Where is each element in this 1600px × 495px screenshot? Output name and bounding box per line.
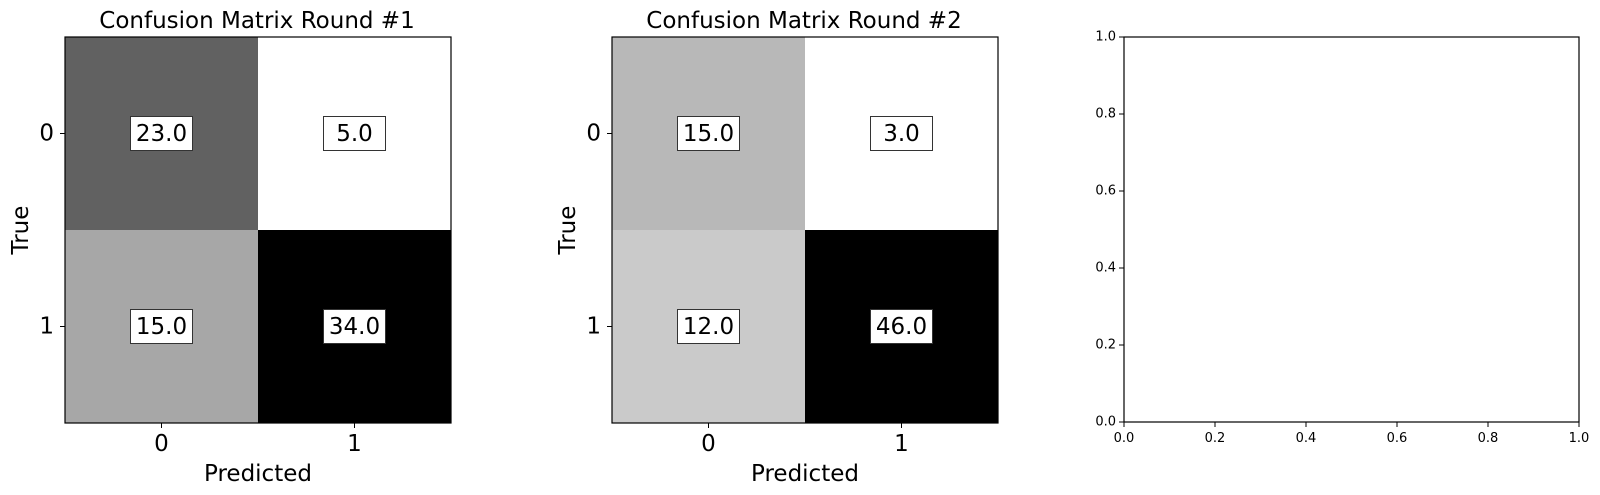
empty-axes-y-tick-0: 0.0: [1095, 415, 1116, 430]
cm1-x-axis-label: Predicted: [204, 461, 312, 487]
cm2-value-label-0-1: 3.0: [883, 121, 920, 147]
empty-axes-y-tick-3: 0.6: [1095, 184, 1116, 199]
cm2-value-box-0-1: [870, 116, 933, 151]
cm1-value-label-1-1: 34.0: [329, 314, 380, 340]
cm2-value-label-0-0: 15.0: [683, 121, 734, 147]
cm1-value-box-0-1: [323, 116, 386, 151]
cm2-x-tick-1: 1: [894, 431, 909, 457]
cm2-cells: 15.0 3.0 12.0 46.0: [612, 37, 998, 423]
cm2-y-tick-0: 0: [586, 121, 601, 147]
cm1-cells: 23.0 5.0 15.0 34.0: [65, 37, 451, 423]
cm1-value-label-1-0: 15.0: [136, 314, 187, 340]
cm1-value-label-0-0: 23.0: [136, 121, 187, 147]
cm2-title: Confusion Matrix Round #2: [646, 8, 961, 34]
cm1-value-label-0-1: 5.0: [336, 121, 373, 147]
cm2-value-box-1-0: [677, 309, 740, 344]
cm1-x-tick-1: 1: [347, 431, 362, 457]
cm1-frame: [64, 36, 452, 424]
cm1-y-axis-label: True: [8, 206, 34, 256]
confusion-matrix-round-2: Confusion Matrix Round #2 15.0 3.0 12.0 46.…: [555, 8, 999, 487]
cm1-ticks: [60, 133, 355, 428]
empty-axes-x-tick-1: 0.2: [1205, 431, 1226, 446]
empty-axes-y-tick-2: 0.4: [1095, 261, 1116, 276]
cm2-frame: [611, 36, 999, 424]
cm2-value-label-1-1: 46.0: [876, 314, 927, 340]
cm2-value-box-0-0: [677, 116, 740, 151]
empty-axes-x-tick-5: 1.0: [1569, 431, 1590, 446]
empty-axes-y-tick-1: 0.2: [1095, 338, 1116, 353]
empty-axes-x-tick-2: 0.4: [1296, 431, 1317, 446]
empty-axes-x-tick-4: 0.8: [1478, 431, 1499, 446]
empty-axes-y-tick-4: 0.8: [1095, 107, 1116, 122]
empty-axes-y-tick-5: 1.0: [1095, 30, 1116, 45]
cm1-value-box-1-1: [323, 309, 386, 344]
cm1-title: Confusion Matrix Round #1: [99, 8, 414, 34]
cm2-y-axis-label: True: [555, 206, 581, 256]
cm1-value-box-0-0: [130, 116, 193, 151]
cm2-value-label-1-0: 12.0: [683, 314, 734, 340]
empty-axes-x-tick-3: 0.6: [1387, 431, 1408, 446]
cm2-y-tick-1: 1: [586, 314, 601, 340]
empty-axes-frame: [1123, 36, 1580, 423]
cm2-x-tick-0: 0: [701, 431, 716, 457]
cm1-y-tick-1: 1: [39, 314, 54, 340]
empty-axes: 0.0 0.2 0.4 0.6 0.8 1.0 0.0 0.2 0.4 0.6 0.8 1.0: [1095, 30, 1589, 447]
cm2-ticks: [607, 133, 902, 428]
cm2-x-axis-label: Predicted: [751, 461, 859, 487]
confusion-matrix-round-1: Confusion Matrix Round #1 23.0 5.0 15.0 34.…: [8, 8, 452, 487]
cm1-y-tick-0: 0: [39, 121, 54, 147]
cm1-value-box-1-0: [130, 309, 193, 344]
empty-axes-ticks: 0.0 0.2 0.4 0.6 0.8 1.0 0.0 0.2 0.4 0.6 0.8 1.0: [1095, 30, 1589, 447]
empty-axes-x-tick-0: 0.0: [1114, 431, 1135, 446]
cm2-value-box-1-1: [870, 309, 933, 344]
cm1-x-tick-0: 0: [154, 431, 169, 457]
